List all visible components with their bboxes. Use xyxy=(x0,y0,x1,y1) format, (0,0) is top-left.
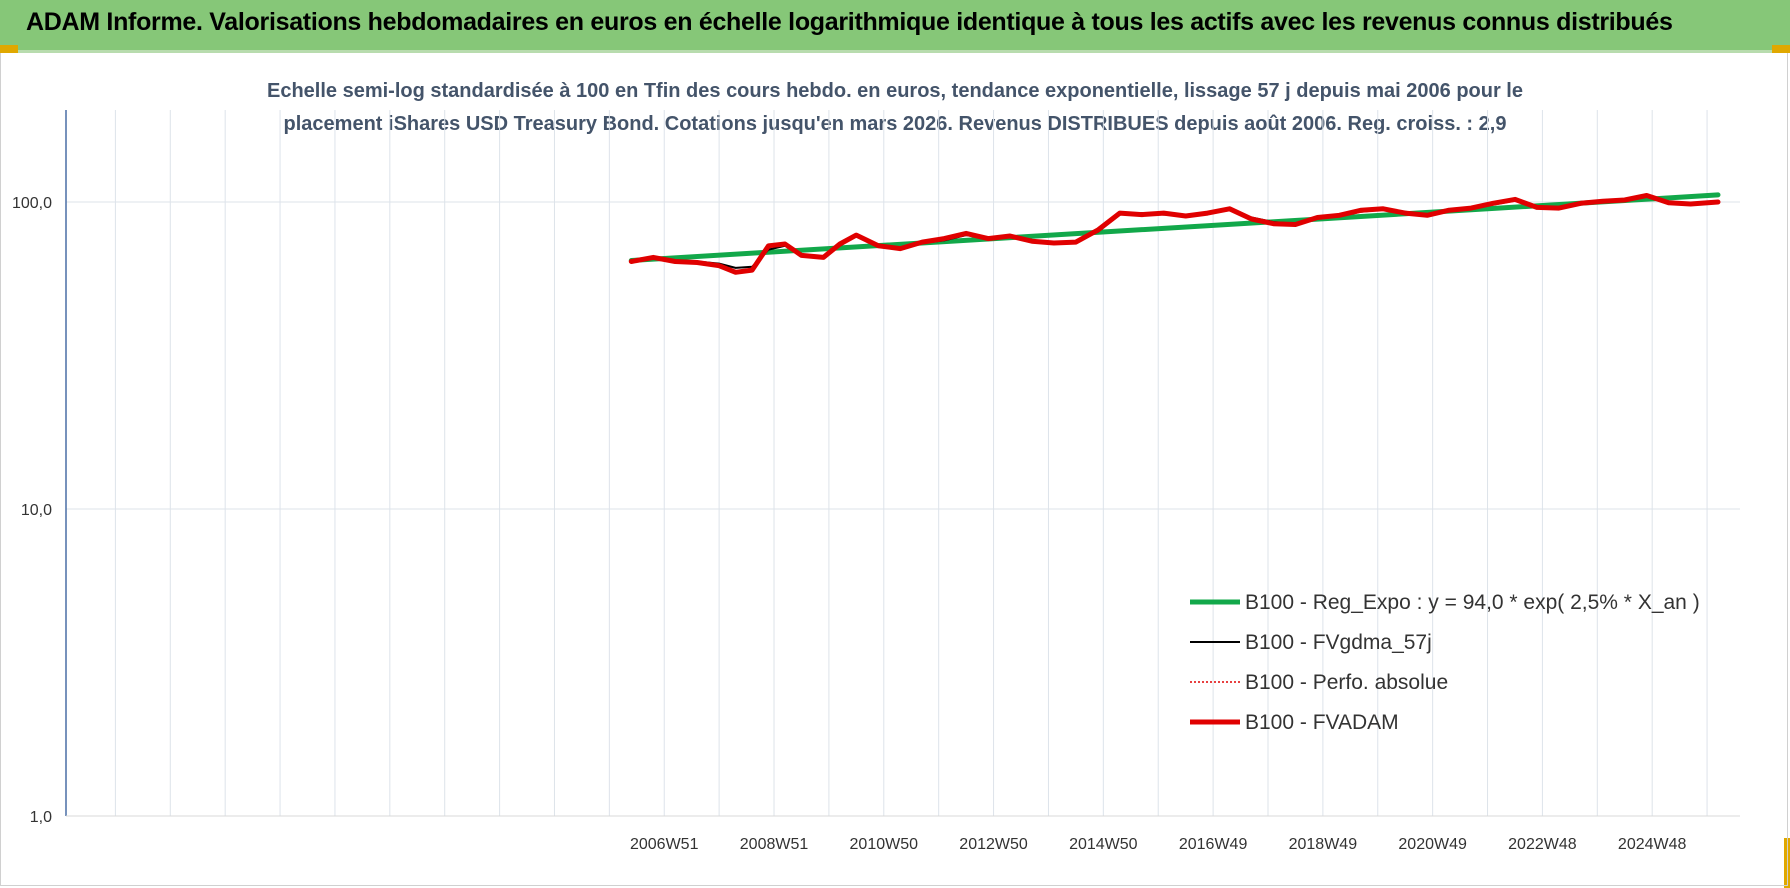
legend-label: B100 - Perfo. absolue xyxy=(1245,671,1448,694)
legend-label: B100 - FVgdma_57j xyxy=(1245,631,1432,654)
axes: 1,0 10,0 100,0 2006W51 2008W51 2010W50 2012W50… xyxy=(12,110,1740,853)
x-tick-label: 2016W49 xyxy=(1179,836,1248,853)
y-tick-label: 100,0 xyxy=(12,195,52,212)
corner-marker-right xyxy=(1772,45,1790,53)
series-line-2 xyxy=(630,194,1719,274)
x-tick-label: 2014W50 xyxy=(1069,836,1138,853)
plot-border xyxy=(0,53,1788,886)
x-tick-label: 2010W50 xyxy=(850,836,919,853)
x-tick-label: 2006W51 xyxy=(630,836,699,853)
series-group xyxy=(628,192,1721,275)
x-tick-label: 2024W48 xyxy=(1618,836,1687,853)
x-tick-label: 2008W51 xyxy=(740,836,809,853)
chart-subtitle-line-2: placement iShares USD Treasury Bond. Cot… xyxy=(284,113,1507,135)
corner-marker-left xyxy=(0,45,18,53)
x-tick-label: 2020W49 xyxy=(1398,836,1467,853)
x-tick-label: 2012W50 xyxy=(959,836,1028,853)
gridlines xyxy=(66,110,1740,817)
y-tick-label: 10,0 xyxy=(21,502,52,519)
legend-label: B100 - FVADAM xyxy=(1245,711,1399,734)
x-tick-label: 2018W49 xyxy=(1289,836,1358,853)
legend-label: B100 - Reg_Expo : y = 94,0 * exp( 2,5% *… xyxy=(1245,591,1700,614)
header-bar: ADAM Informe. Valorisations hebdomadaire… xyxy=(0,0,1790,53)
series-line-3 xyxy=(628,193,1721,275)
legend: B100 - Reg_Expo : y = 94,0 * exp( 2,5% *… xyxy=(1190,591,1700,734)
y-tick-label: 1,0 xyxy=(30,809,52,826)
chart-subtitle-line-1: Echelle semi-log standardisée à 100 en T… xyxy=(267,80,1523,102)
page-title: ADAM Informe. Valorisations hebdomadaire… xyxy=(26,8,1673,36)
x-tick-label: 2022W48 xyxy=(1508,836,1577,853)
